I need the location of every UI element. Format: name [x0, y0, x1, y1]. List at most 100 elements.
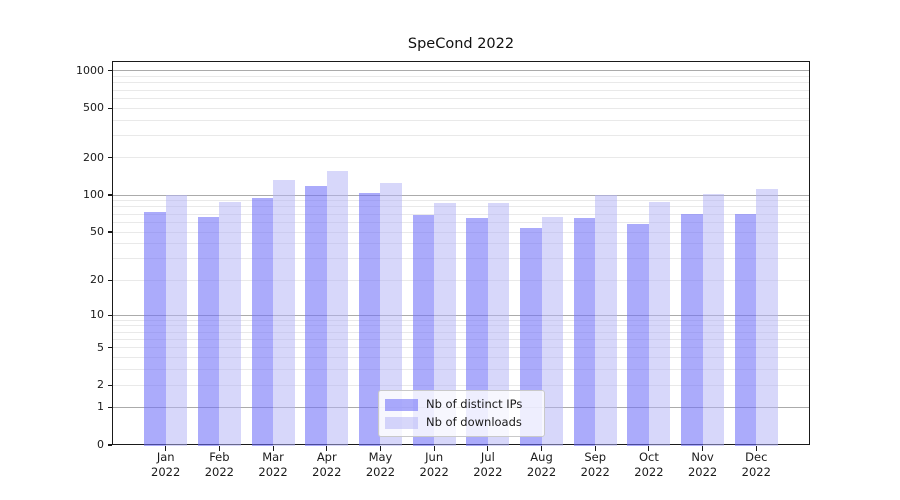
x-tick-month: Mar — [262, 450, 284, 464]
x-tick — [487, 445, 489, 451]
x-tick-month: Jun — [425, 450, 444, 464]
y-tick-label: 2 — [97, 378, 104, 392]
y-gridline-minor — [112, 107, 810, 109]
x-tick-month: Oct — [638, 450, 659, 464]
y-tick-label: 1000 — [76, 63, 104, 77]
x-tick-year: 2022 — [741, 465, 771, 479]
y-gridline-minor — [112, 279, 810, 281]
bar-downloads — [595, 195, 617, 446]
bar-downloads — [541, 217, 564, 446]
x-tick-label: Apr 2022 — [295, 450, 359, 480]
x-tick — [218, 445, 220, 451]
y-gridline-minor — [112, 119, 810, 121]
x-tick — [433, 445, 435, 451]
legend-label: Nb of distinct IPs — [426, 397, 523, 411]
x-tick-label: Jan 2022 — [134, 450, 198, 480]
legend-label: Nb of downloads — [426, 415, 522, 429]
bar-downloads — [756, 189, 778, 446]
x-tick-month: Jan — [156, 450, 175, 464]
y-tick — [108, 107, 112, 109]
y-tick-label: 0 — [97, 438, 104, 451]
y-gridline-minor — [112, 357, 810, 359]
bar-distinct-ips — [573, 218, 596, 446]
x-tick-label: May 2022 — [348, 450, 412, 480]
x-tick-label: Jun 2022 — [402, 450, 466, 480]
x-tick-year: 2022 — [151, 465, 181, 479]
y-gridline-minor — [112, 369, 810, 371]
x-tick — [702, 445, 704, 451]
x-tick-label: Nov 2022 — [671, 450, 735, 480]
y-gridline-minor — [112, 243, 810, 245]
y-tick-label: 200 — [83, 150, 104, 164]
bar-distinct-ips — [144, 211, 166, 446]
bar-downloads — [380, 182, 402, 446]
y-gridline-minor — [112, 213, 810, 215]
bar-downloads — [273, 180, 295, 446]
y-tick-label: 1 — [97, 400, 104, 414]
y-gridline-minor — [112, 231, 810, 233]
y-tick — [108, 231, 112, 233]
y-tick-label: 50 — [90, 225, 104, 238]
x-tick-month: Apr — [316, 450, 337, 464]
x-tick-year: 2022 — [365, 465, 396, 479]
bar-distinct-ips — [358, 193, 381, 446]
x-tick-year: 2022 — [634, 465, 664, 479]
x-tick-label: Feb 2022 — [187, 450, 251, 480]
bar-downloads — [434, 203, 456, 446]
x-tick — [648, 445, 650, 451]
y-gridline-minor — [112, 331, 810, 333]
x-tick-label: Oct 2022 — [617, 450, 681, 480]
y-tick-label: 100 — [83, 188, 104, 201]
legend-item: Nb of downloads — [385, 416, 538, 429]
y-gridline-minor — [112, 325, 810, 327]
x-tick-year: 2022 — [258, 465, 288, 479]
y-tick — [108, 279, 112, 281]
y-gridline-minor — [112, 200, 810, 202]
y-gridline-minor — [112, 82, 810, 84]
y-gridline-minor — [112, 135, 810, 137]
y-gridline-minor — [112, 258, 810, 260]
x-tick-year: 2022 — [580, 465, 610, 479]
x-tick — [165, 445, 167, 451]
y-gridline-minor — [112, 89, 810, 91]
x-tick-month: Jul — [480, 450, 495, 464]
bar-distinct-ips — [251, 197, 274, 446]
y-gridline-minor — [112, 157, 810, 159]
legend-swatch-distinct-ips — [385, 398, 418, 411]
x-tick — [379, 445, 381, 451]
bar-distinct-ips — [734, 214, 757, 446]
bar-downloads — [219, 201, 241, 446]
bar-distinct-ips — [466, 218, 488, 446]
x-tick-year: 2022 — [526, 465, 557, 479]
bar-distinct-ips — [681, 214, 703, 446]
y-tick — [108, 444, 112, 446]
y-gridline-minor — [112, 221, 810, 223]
y-gridline-minor — [112, 97, 810, 99]
x-tick-year: 2022 — [419, 465, 449, 479]
x-tick — [326, 445, 328, 451]
y-gridline-major — [112, 194, 810, 196]
bar-distinct-ips — [412, 214, 435, 446]
y-tick-label: 20 — [90, 273, 104, 287]
y-gridline-major — [112, 314, 810, 316]
x-tick-year: 2022 — [312, 465, 342, 479]
y-tick-label: 500 — [83, 101, 104, 115]
x-tick-year: 2022 — [204, 465, 235, 479]
y-tick — [108, 194, 112, 196]
bar-distinct-ips — [305, 186, 327, 446]
y-gridline-minor — [112, 384, 810, 386]
legend: Nb of distinct IPs Nb of downloads — [378, 390, 545, 437]
y-tick — [108, 384, 112, 387]
y-gridline-minor — [112, 75, 810, 77]
bar-distinct-ips — [197, 217, 220, 446]
chart-title: SpeCond 2022 — [407, 36, 515, 52]
x-tick-label: Mar 2022 — [241, 450, 305, 480]
legend-swatch-downloads — [385, 416, 418, 429]
y-tick-label: 5 — [97, 340, 104, 354]
x-tick-month: Feb — [209, 450, 230, 464]
x-tick-label: Sep 2022 — [563, 450, 627, 480]
x-tick-month: Dec — [745, 450, 768, 464]
bar-downloads — [487, 203, 510, 446]
legend-item: Nb of distinct IPs — [385, 398, 538, 411]
